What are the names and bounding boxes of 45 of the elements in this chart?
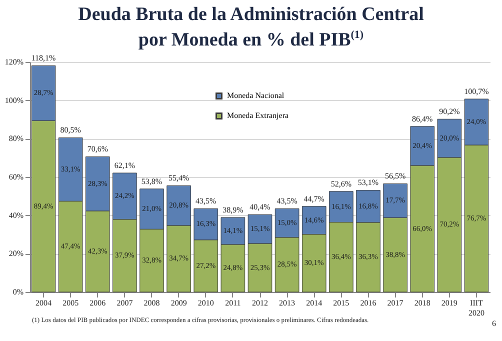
y-tick-label: 40% [8,210,24,220]
y-tick-label: 0% [12,288,24,296]
y-tick-label: 60% [8,172,24,182]
x-tick-label: 2004 [36,298,52,308]
x-tick-label: 2019 [441,298,458,308]
legend-label: Moneda Nacional [227,91,285,100]
x-tick-label: 2014 [306,298,322,308]
y-tick-label: 20% [8,249,24,258]
x-tick-label: 2005 [62,298,79,308]
x-tick-label: 2015 [333,298,350,308]
total-label: 43,5% [276,196,298,206]
total-label: 118,1% [31,54,56,63]
total-label: 40,4% [250,202,271,212]
x-tick-label: 2016 [360,298,376,308]
total-label: 55,4% [168,174,190,183]
total-label: 80,5% [60,126,82,135]
y-tick-label: 120% [4,58,24,66]
x-tick-label: 2010 [198,298,214,308]
y-tick-label: 80% [8,134,24,144]
x-tick-label: 2007 [116,298,133,308]
x-tick-label: 2013 [279,298,296,308]
x-tick-label: 2012 [252,298,268,308]
total-label: 70,6% [87,144,108,154]
y-tick-label: 100% [4,96,24,105]
total-label: 52,6% [330,179,352,188]
total-label: 62,1% [114,160,136,170]
total-label: 53,8% [141,176,162,186]
total-label: 100,7% [464,86,490,96]
total-label: 44,7% [304,194,325,204]
x-tick-label: 2008 [144,298,160,308]
total-label: 86,4% [412,114,434,124]
x-tick-label: 2011 [225,298,241,308]
legend-label: Moneda Extranjera [227,111,289,120]
text: 6 [492,319,496,328]
x-tick-label: 2018 [414,298,430,308]
total-label: 38,9% [222,205,244,214]
total-label: 56,5% [384,172,406,181]
x-tick-label: 2017 [387,298,404,308]
chart-title: Deuda Bruta de la Administración Central por Moneda en % del PIB$^{(1)}$ [77,3,425,50]
x-tick-label: 2009 [170,298,187,308]
x-tick-label: IIIT 2020 [468,298,484,318]
total-label: 90,2% [439,107,460,116]
total-label: 53,1% [358,178,379,188]
x-tick-label: 2006 [90,298,106,308]
total-label: 43,5% [196,196,217,206]
